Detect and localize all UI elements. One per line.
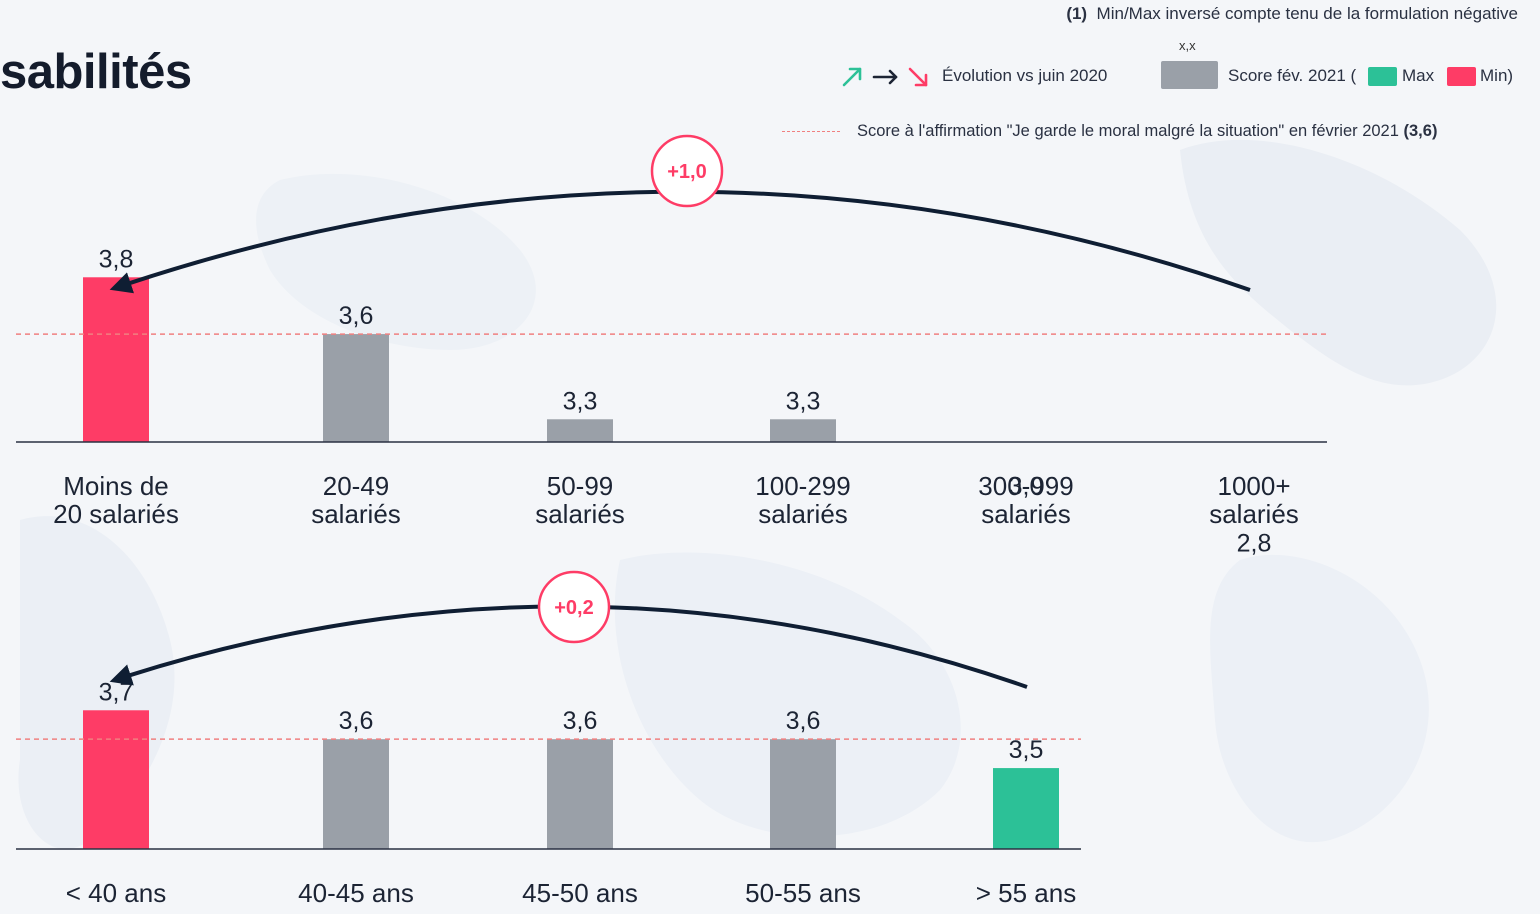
footnote-text: Min/Max inversé compte tenu de la formul… <box>1096 4 1518 23</box>
bar-2-4 <box>770 739 836 849</box>
legend-reference-value: (3,6) <box>1403 122 1438 140</box>
legend-gray-swatch <box>1161 61 1218 89</box>
bar-1-2 <box>323 334 389 442</box>
legend-min-swatch <box>1447 67 1476 86</box>
category-label-1-4: 100-299 salariés <box>755 471 850 529</box>
value-label-1-5: 3,0 <box>1009 472 1044 500</box>
category-label-1-5: 300-999 salariés <box>978 471 1073 529</box>
page-title: sabilités <box>0 45 192 99</box>
legend-xx-label: x,x <box>1179 38 1196 53</box>
bar-2-5 <box>993 768 1059 849</box>
legend-max-label: Max <box>1402 66 1435 85</box>
bar-1-3 <box>547 419 613 442</box>
category-label-2-5: > 55 ans <box>976 878 1076 908</box>
legend-min-label: Min) <box>1480 66 1514 85</box>
value-label-1-3: 3,3 <box>563 387 598 415</box>
category-label-1-1: Moins de 20 salariés <box>53 471 179 529</box>
footnote-number: (1) <box>1066 4 1088 23</box>
value-label-2-4: 3,6 <box>786 707 821 735</box>
value-label-2-3: 3,6 <box>563 707 598 735</box>
bar-1-4 <box>770 419 836 442</box>
footnote: (1) Min/Max inversé compte tenu de la fo… <box>1066 4 1518 24</box>
value-label-1-4: 3,3 <box>786 387 821 415</box>
evolution-bubble-1 <box>650 134 724 208</box>
value-label-1-6: 2,8 <box>1237 529 1272 557</box>
legend-reference-line <box>782 131 840 132</box>
value-label-1-1: 3,8 <box>99 245 134 273</box>
bar-2-2 <box>323 739 389 849</box>
legend-evolution-label: Évolution vs juin 2020 <box>942 66 1108 85</box>
value-label-2-2: 3,6 <box>339 707 374 735</box>
bar-2-3 <box>547 739 613 849</box>
value-label-2-5: 3,5 <box>1009 736 1044 764</box>
legend-score-label: Score fév. 2021 ( <box>1228 66 1357 85</box>
category-label-2-1: < 40 ans <box>66 878 166 908</box>
evolution-label-1: +1,0 <box>667 161 706 183</box>
category-label-1-2: 20-49 salariés <box>311 471 401 529</box>
value-label-1-2: 3,6 <box>339 302 374 330</box>
evolution-arrows-icon <box>842 67 928 87</box>
category-label-2-4: 50-55 ans <box>745 878 861 908</box>
evolution-bubble-2 <box>537 570 611 644</box>
evolution-label-2: +0,2 <box>554 597 593 619</box>
legend-max-swatch <box>1368 67 1397 86</box>
legend-reference-label: Score à l'affirmation "Je garde le moral… <box>857 122 1399 140</box>
bar-1-1 <box>83 277 149 442</box>
legend-reference-text: Score à l'affirmation "Je garde le moral… <box>857 122 1437 141</box>
category-label-1-6: 1000+ salariés <box>1209 471 1299 529</box>
value-label-2-1: 3,7 <box>99 678 134 706</box>
category-label-1-3: 50-99 salariés <box>535 471 625 529</box>
bar-2-1 <box>83 710 149 849</box>
category-label-2-3: 45-50 ans <box>522 878 638 908</box>
category-label-2-2: 40-45 ans <box>298 878 414 908</box>
